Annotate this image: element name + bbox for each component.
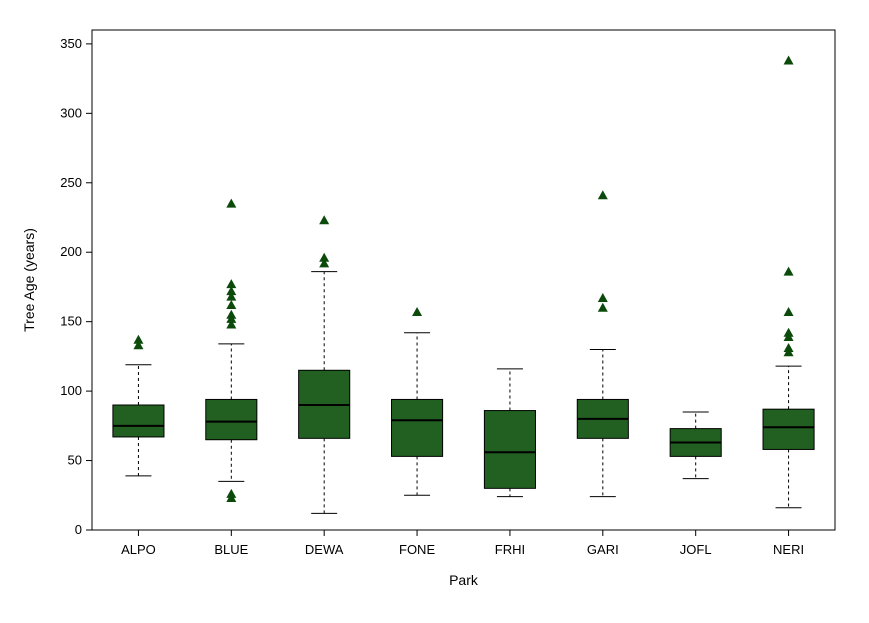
- outlier-marker: [319, 253, 329, 262]
- outlier-marker: [784, 343, 794, 352]
- y-axis-label: Tree Age (years): [21, 228, 37, 332]
- box: [392, 399, 443, 456]
- y-tick-label: 250: [60, 175, 82, 190]
- y-tick-label: 350: [60, 36, 82, 51]
- outlier-marker: [226, 279, 236, 288]
- plot-panel: [92, 30, 835, 530]
- outlier-marker: [226, 489, 236, 498]
- x-tick-label: FRHI: [495, 542, 525, 557]
- outlier-marker: [598, 303, 608, 312]
- boxplot-chart: 0 50 100 150 200 250 300 350 Tree Age (years) Par…: [0, 0, 869, 623]
- x-tick-label: FONE: [399, 542, 435, 557]
- y-tick-label: 0: [75, 522, 82, 537]
- x-axis-label: Park: [449, 572, 479, 588]
- outlier-marker: [598, 190, 608, 199]
- outlier-marker: [784, 307, 794, 316]
- outlier-marker: [226, 199, 236, 208]
- x-tick-label: GARI: [587, 542, 619, 557]
- y-tick-label: 150: [60, 314, 82, 329]
- outlier-marker: [226, 300, 236, 309]
- x-tick-label: NERI: [773, 542, 804, 557]
- y-tick-label: 300: [60, 105, 82, 120]
- x-tick-label: JOFL: [680, 542, 712, 557]
- box: [206, 399, 257, 439]
- outlier-marker: [784, 56, 794, 65]
- outlier-marker: [784, 328, 794, 337]
- outlier-marker: [784, 267, 794, 276]
- outlier-marker: [133, 335, 143, 344]
- outlier-marker: [226, 310, 236, 319]
- outlier-marker: [319, 215, 329, 224]
- x-tick-label: ALPO: [121, 542, 156, 557]
- x-tick-label: DEWA: [305, 542, 344, 557]
- box: [763, 409, 814, 449]
- box: [113, 405, 164, 437]
- outlier-marker: [598, 293, 608, 302]
- x-tick-label: BLUE: [214, 542, 248, 557]
- y-tick-label: 50: [68, 453, 82, 468]
- y-tick-label: 200: [60, 244, 82, 259]
- chart-svg: 0 50 100 150 200 250 300 350 Tree Age (years) Par…: [0, 0, 869, 623]
- y-tick-label: 100: [60, 383, 82, 398]
- outlier-marker: [412, 307, 422, 316]
- box: [484, 411, 535, 489]
